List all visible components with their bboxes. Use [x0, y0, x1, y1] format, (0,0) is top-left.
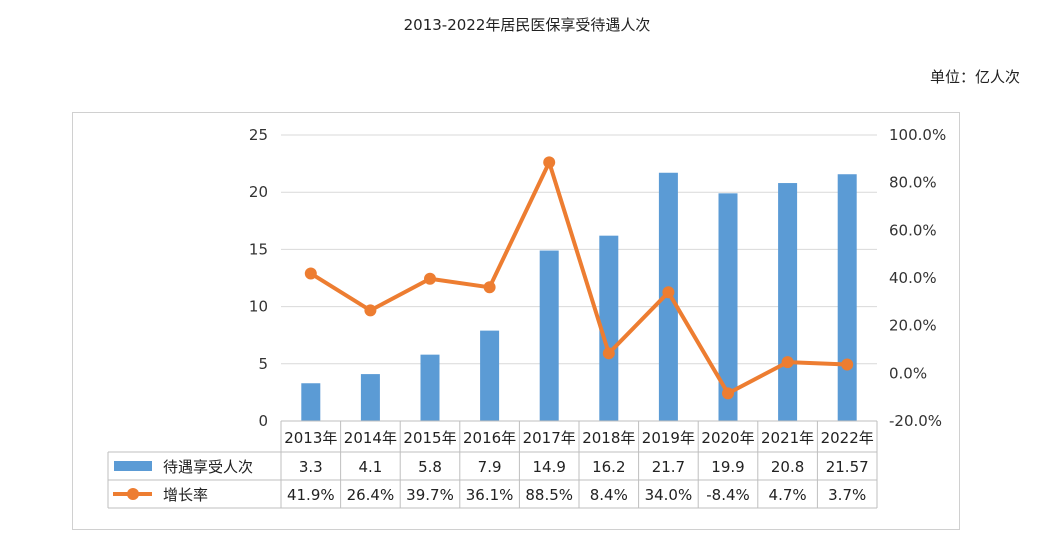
table-cell-value: 3.3: [299, 458, 323, 476]
line-point: [841, 358, 854, 371]
y-left-tick-label: 5: [258, 355, 268, 373]
unit-label: 单位：亿人次: [929, 68, 1020, 86]
line-point: [543, 156, 556, 169]
table-cell-rate: 39.7%: [406, 486, 454, 504]
y-left-tick-label: 10: [249, 298, 268, 316]
line-point: [662, 286, 675, 299]
bar: [539, 250, 559, 421]
table-cell-value: 5.8: [418, 458, 442, 476]
table-cell-value: 21.7: [652, 458, 685, 476]
bar: [360, 374, 380, 421]
line-point: [364, 304, 377, 317]
y-left-tick-label: 15: [249, 240, 268, 258]
table-cell-rate: -8.4%: [706, 486, 750, 504]
table-cell-rate: 4.7%: [769, 486, 807, 504]
y-right-tick-label: 0.0%: [889, 364, 927, 382]
table-cell-value: 19.9: [711, 458, 744, 476]
line-point: [483, 281, 496, 294]
legend-line-marker: [127, 488, 139, 500]
legend-bar-label: 待遇享受人次: [163, 458, 253, 476]
table-cell-rate: 8.4%: [590, 486, 628, 504]
line-point: [424, 272, 436, 285]
bar: [778, 183, 798, 421]
table-cell-value: 21.57: [826, 458, 869, 476]
y-right-tick-label: 80.0%: [889, 174, 937, 192]
y-right-tick-label: 60.0%: [889, 221, 937, 239]
x-category-label: 2014年: [344, 429, 397, 447]
x-category-label: 2021年: [761, 429, 814, 447]
line-point: [781, 356, 794, 369]
table-cell-rate: 26.4%: [347, 486, 395, 504]
chart-title: 2013-2022年居民医保享受待遇人次: [403, 16, 651, 34]
bar: [837, 174, 857, 421]
bar: [718, 193, 738, 421]
x-category-label: 2013年: [284, 429, 337, 447]
y-left-tick-label: 20: [249, 183, 268, 201]
table-cell-rate: 36.1%: [466, 486, 514, 504]
chart-frame: [72, 112, 960, 530]
legend-line-label: 增长率: [163, 486, 208, 504]
x-category-label: 2015年: [403, 429, 456, 447]
legend-bar-swatch: [114, 461, 152, 471]
x-category-label: 2020年: [701, 429, 754, 447]
y-right-tick-label: -20.0%: [889, 412, 942, 430]
y-left-tick-label: 0: [258, 412, 268, 430]
table-cell-rate: 41.9%: [287, 486, 335, 504]
table-cell-value: 7.9: [478, 458, 502, 476]
table-cell-value: 20.8: [771, 458, 804, 476]
x-category-label: 2016年: [463, 429, 516, 447]
bar: [420, 354, 440, 421]
line-point: [602, 347, 615, 360]
bar: [301, 383, 321, 421]
table-cell-rate: 34.0%: [645, 486, 693, 504]
x-category-label: 2018年: [582, 429, 635, 447]
table-cell-value: 4.1: [358, 458, 382, 476]
line-point: [304, 267, 317, 280]
x-category-label: 2017年: [523, 429, 576, 447]
x-category-label: 2019年: [642, 429, 695, 447]
x-category-label: 2022年: [821, 429, 874, 447]
line-point: [722, 387, 734, 400]
table-cell-value: 14.9: [532, 458, 565, 476]
growth-line: [309, 160, 848, 396]
bar: [480, 330, 500, 421]
bar: [599, 235, 619, 421]
y-right-tick-label: 100.0%: [889, 126, 946, 144]
table-cell-rate: 88.5%: [525, 486, 573, 504]
y-right-tick-label: 20.0%: [889, 317, 937, 335]
table-cell-value: 16.2: [592, 458, 625, 476]
table-cell-rate: 3.7%: [828, 486, 866, 504]
y-right-tick-label: 40.0%: [889, 269, 937, 287]
y-left-tick-label: 25: [249, 126, 268, 144]
